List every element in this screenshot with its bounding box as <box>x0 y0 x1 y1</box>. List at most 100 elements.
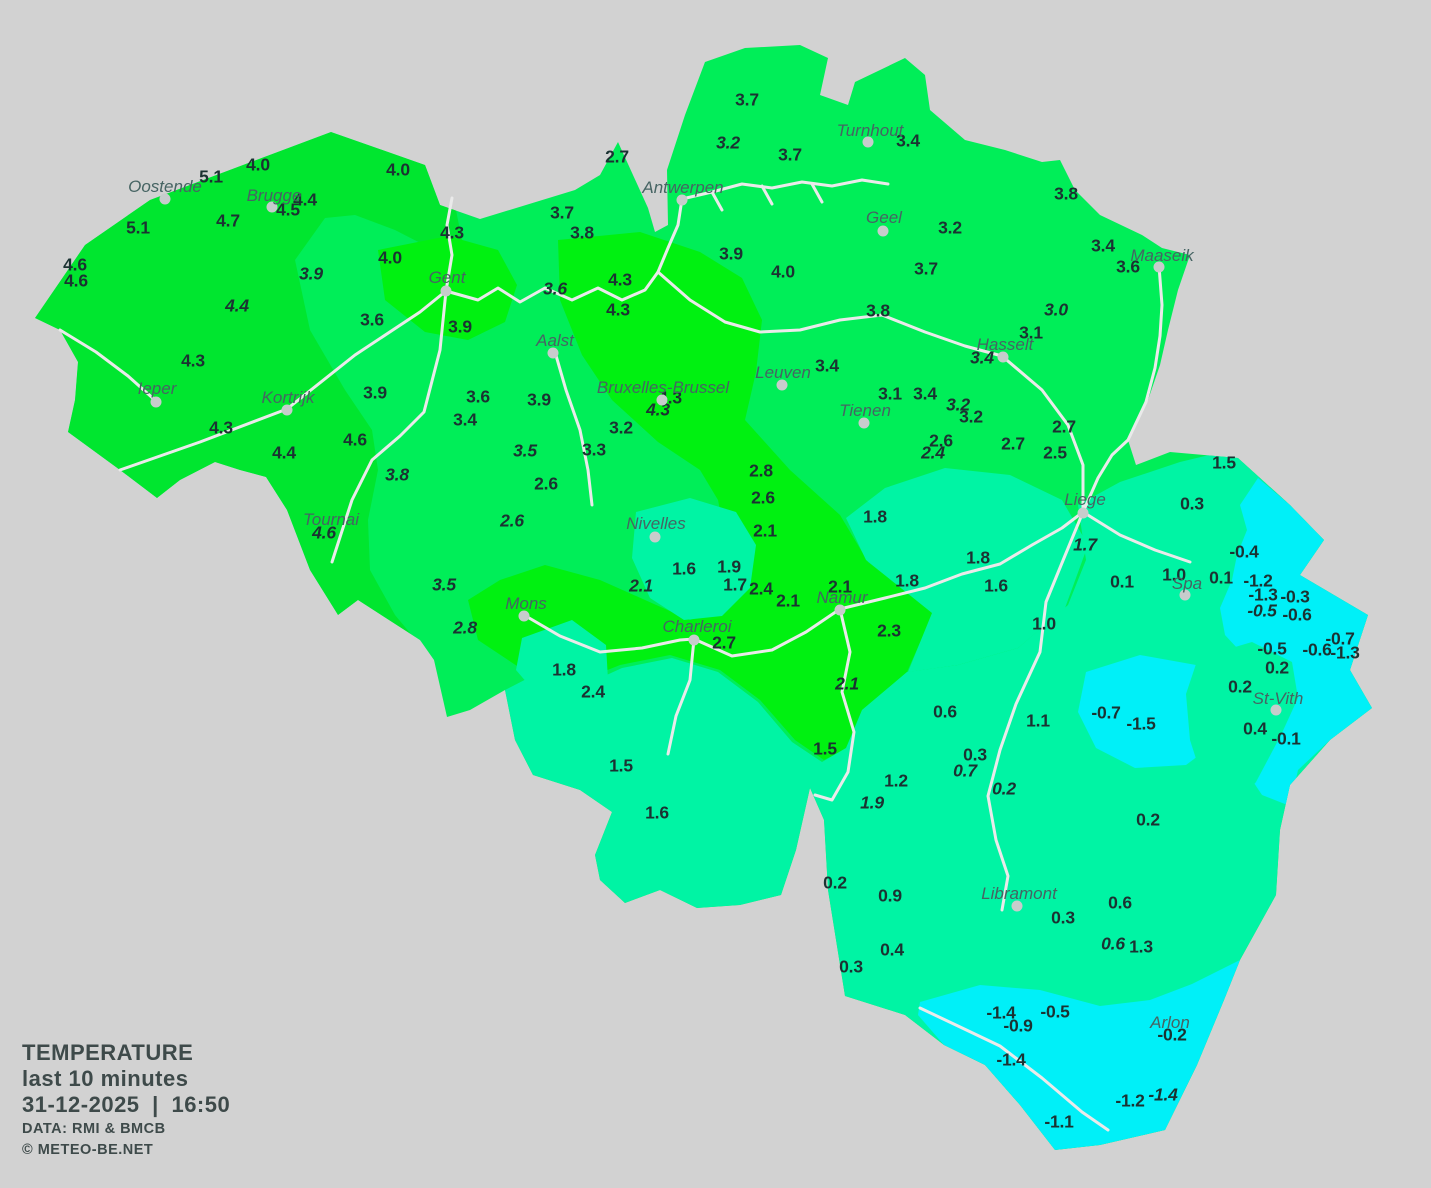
temp-reading: 4.3 <box>440 222 464 243</box>
copyright: © METEO-BE.NET <box>22 1142 154 1158</box>
temp-reading: 0.3 <box>963 744 987 765</box>
city-dot <box>150 396 162 408</box>
temp-reading: 4.3 <box>606 299 630 320</box>
city-label: Mons <box>505 594 547 613</box>
temp-reading: 1.6 <box>984 575 1008 596</box>
temp-reading: 1.9 <box>717 556 741 577</box>
temp-reading: 1.8 <box>863 506 887 527</box>
temp-reading: 2.6 <box>751 487 775 508</box>
temp-reading: 2.4 <box>921 442 945 463</box>
temp-reading: 4.4 <box>293 189 317 210</box>
temp-reading: 3.6 <box>466 386 490 407</box>
city-label: Oostende <box>128 177 202 196</box>
river-line <box>58 328 158 403</box>
temp-reading: 0.2 <box>823 872 847 893</box>
temp-reading: -1.4 <box>1148 1084 1178 1105</box>
date-label: 31-12-2025 <box>22 1092 140 1117</box>
data-source: DATA: RMI & BMCB <box>22 1121 166 1137</box>
city-label: Aalst <box>536 331 574 350</box>
temp-reading: 3.8 <box>866 300 890 321</box>
city-dot <box>649 531 661 543</box>
region-mint-south <box>505 450 1372 1150</box>
city-dot <box>877 225 889 237</box>
city-label: Leuven <box>755 363 811 382</box>
city-label: St-Vith <box>1252 689 1304 708</box>
datetime-line: 31-12-2025 | 16:50 <box>22 1092 236 1118</box>
city-dot <box>862 136 874 148</box>
temp-reading: 3.1 <box>1019 322 1043 343</box>
city-dot <box>688 634 700 646</box>
temp-reading: 3.9 <box>527 389 551 410</box>
temp-reading: 3.8 <box>1054 183 1078 204</box>
title-block: TEMPERATURE last 10 minutes 31-12-2025 |… <box>22 1040 236 1160</box>
region-west-green <box>35 132 462 665</box>
temp-reading: 1.0 <box>1162 564 1186 585</box>
temp-reading: 4.6 <box>63 254 87 275</box>
time-label: 16:50 <box>171 1092 231 1117</box>
city-label: Brugge <box>246 186 302 205</box>
city-label: Namur <box>816 588 868 607</box>
temp-reading: 3.9 <box>299 263 323 284</box>
temp-reading: 2.7 <box>605 146 629 167</box>
temp-reading: 2.7 <box>712 632 736 653</box>
city-label: Turnhout <box>836 121 904 140</box>
temp-reading: 3.4 <box>1091 235 1115 256</box>
river-line <box>1081 510 1192 564</box>
temp-reading: 2.8 <box>453 617 477 638</box>
temp-reading: 4.0 <box>771 261 795 282</box>
temp-reading: 3.4 <box>453 409 477 430</box>
city-label: Maaseik <box>1130 246 1194 265</box>
temp-reading: 1.5 <box>1212 452 1236 473</box>
temp-reading: 3.2 <box>946 394 970 415</box>
temp-reading: -1.3 <box>1248 584 1278 605</box>
city-label: Kortrijk <box>261 388 315 407</box>
temp-reading: 4.0 <box>386 159 410 180</box>
temp-reading: 4.4 <box>272 442 296 463</box>
temp-reading: 3.9 <box>719 243 743 264</box>
temp-reading: -0.3 <box>1280 586 1310 607</box>
temp-reading: 0.3 <box>839 956 863 977</box>
temp-reading: 2.5 <box>1043 442 1067 463</box>
temp-reading: 0.3 <box>1180 493 1204 514</box>
temp-reading: 2.1 <box>629 575 653 596</box>
temp-reading: 3.5 <box>432 574 456 595</box>
river-line <box>760 184 774 206</box>
temp-reading: 3.4 <box>896 130 920 151</box>
city-dot <box>676 194 688 206</box>
temp-reading: -0.2 <box>1157 1024 1187 1045</box>
temp-reading: 4.6 <box>312 522 336 543</box>
river-line <box>838 264 1164 611</box>
temp-reading: 3.5 <box>513 440 537 461</box>
temp-reading: 2.4 <box>749 578 773 599</box>
temp-reading: -1.2 <box>1115 1090 1145 1111</box>
temp-reading: -0.7 <box>1091 702 1121 723</box>
temp-reading: 0.9 <box>878 885 902 906</box>
temp-reading: 1.6 <box>672 558 696 579</box>
temp-reading: -1.3 <box>1330 642 1360 663</box>
temp-reading: 2.1 <box>835 673 859 694</box>
temp-reading: 3.4 <box>913 383 937 404</box>
city-dot <box>518 610 530 622</box>
temp-reading: 3.0 <box>1044 299 1068 320</box>
page-subtitle: last 10 minutes <box>22 1066 189 1091</box>
temp-reading: 2.4 <box>581 681 605 702</box>
temp-reading: -1.4 <box>996 1049 1026 1070</box>
river-line <box>918 1006 1110 1132</box>
temp-reading: 0.6 <box>933 701 957 722</box>
temp-reading: -0.6 <box>1302 639 1332 660</box>
temp-reading: 5.1 <box>126 217 150 238</box>
temp-reading: -0.1 <box>1271 728 1301 749</box>
temp-reading: 0.2 <box>1136 809 1160 830</box>
city-dot <box>1270 704 1282 716</box>
temp-reading: 1.5 <box>813 738 837 759</box>
river-line <box>522 607 842 658</box>
city-label: Tienen <box>839 401 891 420</box>
temp-reading: 3.6 <box>1116 256 1140 277</box>
temp-reading: -1.4 <box>986 1002 1016 1023</box>
temp-reading: 3.9 <box>363 382 387 403</box>
river-line <box>710 190 724 212</box>
temp-reading: 3.8 <box>385 464 409 485</box>
river-line <box>813 607 856 802</box>
city-label: Charleroi <box>662 617 732 636</box>
